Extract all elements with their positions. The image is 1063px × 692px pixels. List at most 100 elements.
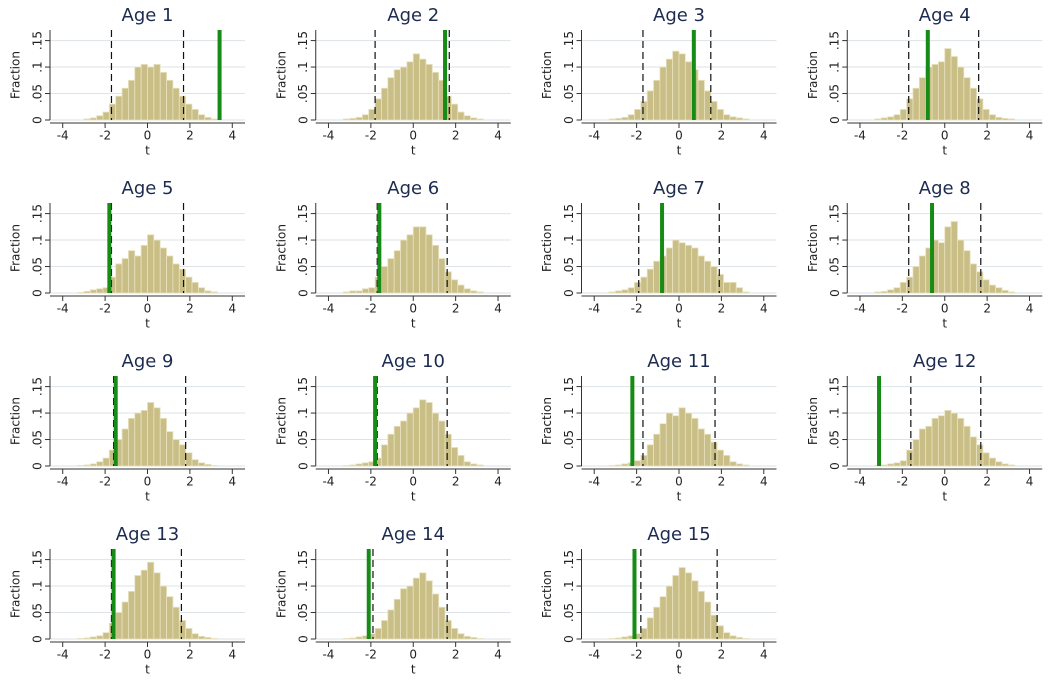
- bar: [653, 433, 661, 467]
- bar: [735, 637, 743, 640]
- y-tick-label: .15: [828, 31, 842, 50]
- bar: [147, 234, 155, 294]
- x-axis-label: t: [411, 317, 416, 331]
- bar: [121, 87, 129, 121]
- bar: [957, 417, 965, 467]
- bar: [937, 415, 946, 467]
- bar: [457, 111, 465, 121]
- y-tick-label: .15: [828, 377, 842, 396]
- bar: [684, 412, 693, 467]
- bar: [615, 464, 623, 467]
- bar: [906, 449, 914, 467]
- bar: [342, 638, 351, 640]
- bar: [723, 632, 731, 640]
- y-axis-label: Fraction: [9, 224, 23, 272]
- bar: [361, 462, 370, 467]
- bar: [716, 109, 724, 121]
- bar: [381, 444, 389, 467]
- y-tick-label: .15: [562, 31, 576, 50]
- bar: [476, 464, 484, 467]
- chart-title: Age 11: [647, 351, 710, 372]
- bar: [931, 64, 939, 121]
- y-tick-label: 0: [828, 462, 842, 470]
- bar: [128, 590, 136, 640]
- bar: [204, 290, 212, 294]
- y-axis-label: Fraction: [274, 224, 288, 272]
- bar: [191, 459, 199, 467]
- x-tick-label: 2: [718, 129, 726, 143]
- bar: [457, 633, 465, 640]
- bar: [723, 282, 731, 294]
- x-tick-label: 2: [452, 648, 460, 662]
- bar: [128, 417, 136, 467]
- bar: [640, 101, 648, 121]
- y-tick-label: 0: [31, 289, 45, 297]
- bar: [108, 103, 117, 121]
- bar: [83, 637, 91, 640]
- bar: [147, 66, 155, 121]
- bar: [684, 61, 693, 121]
- chart-title: Age 6: [387, 178, 439, 199]
- x-tick-label: -2: [365, 302, 377, 316]
- bar: [937, 61, 946, 121]
- bar: [431, 244, 440, 294]
- bar: [887, 463, 895, 467]
- bar: [912, 439, 920, 467]
- y-axis-label: Fraction: [806, 397, 820, 445]
- bar: [381, 87, 389, 121]
- bar: [128, 79, 136, 121]
- bar: [153, 407, 161, 467]
- bar: [349, 118, 357, 121]
- bar: [640, 276, 648, 294]
- y-axis-label: Fraction: [9, 570, 23, 618]
- bar: [406, 585, 414, 640]
- bar: [134, 412, 142, 467]
- bar: [115, 95, 123, 121]
- bar: [400, 239, 408, 294]
- bar: [178, 268, 187, 294]
- bar: [342, 118, 351, 121]
- x-axis-label: t: [145, 144, 150, 158]
- bar: [937, 242, 946, 294]
- bar: [1007, 118, 1016, 121]
- bar: [659, 66, 667, 121]
- x-tick-label: -4: [854, 475, 866, 489]
- bar: [102, 457, 110, 467]
- bar: [906, 276, 914, 294]
- bar: [102, 111, 110, 121]
- bar: [412, 407, 421, 467]
- x-tick-label: -4: [588, 129, 600, 143]
- bar: [185, 276, 193, 294]
- y-tick-label: .05: [828, 84, 842, 103]
- bar: [368, 287, 376, 294]
- bar: [665, 412, 674, 467]
- bar: [128, 250, 136, 294]
- bar: [969, 263, 977, 294]
- bar: [969, 87, 977, 121]
- bar: [880, 291, 888, 294]
- x-tick-label: -4: [588, 302, 600, 316]
- x-tick-label: 4: [760, 302, 768, 316]
- bar: [678, 242, 686, 294]
- bar: [204, 464, 212, 467]
- bar: [893, 114, 901, 121]
- bar: [172, 606, 180, 640]
- x-tick-label: -2: [896, 129, 908, 143]
- y-tick-label: 0: [828, 289, 842, 297]
- bar: [393, 250, 401, 294]
- bar: [634, 460, 642, 467]
- x-tick-label: -2: [631, 475, 643, 489]
- bar: [982, 279, 990, 294]
- bar: [140, 64, 148, 121]
- bar: [988, 114, 997, 121]
- bar: [185, 103, 193, 121]
- y-tick-label: .15: [562, 204, 576, 223]
- bar: [665, 247, 674, 294]
- bar: [653, 79, 661, 121]
- bar: [431, 412, 440, 467]
- bar: [387, 433, 395, 467]
- x-tick-label: -2: [631, 302, 643, 316]
- bar: [1007, 291, 1016, 294]
- bar: [361, 114, 370, 121]
- bar: [102, 632, 110, 640]
